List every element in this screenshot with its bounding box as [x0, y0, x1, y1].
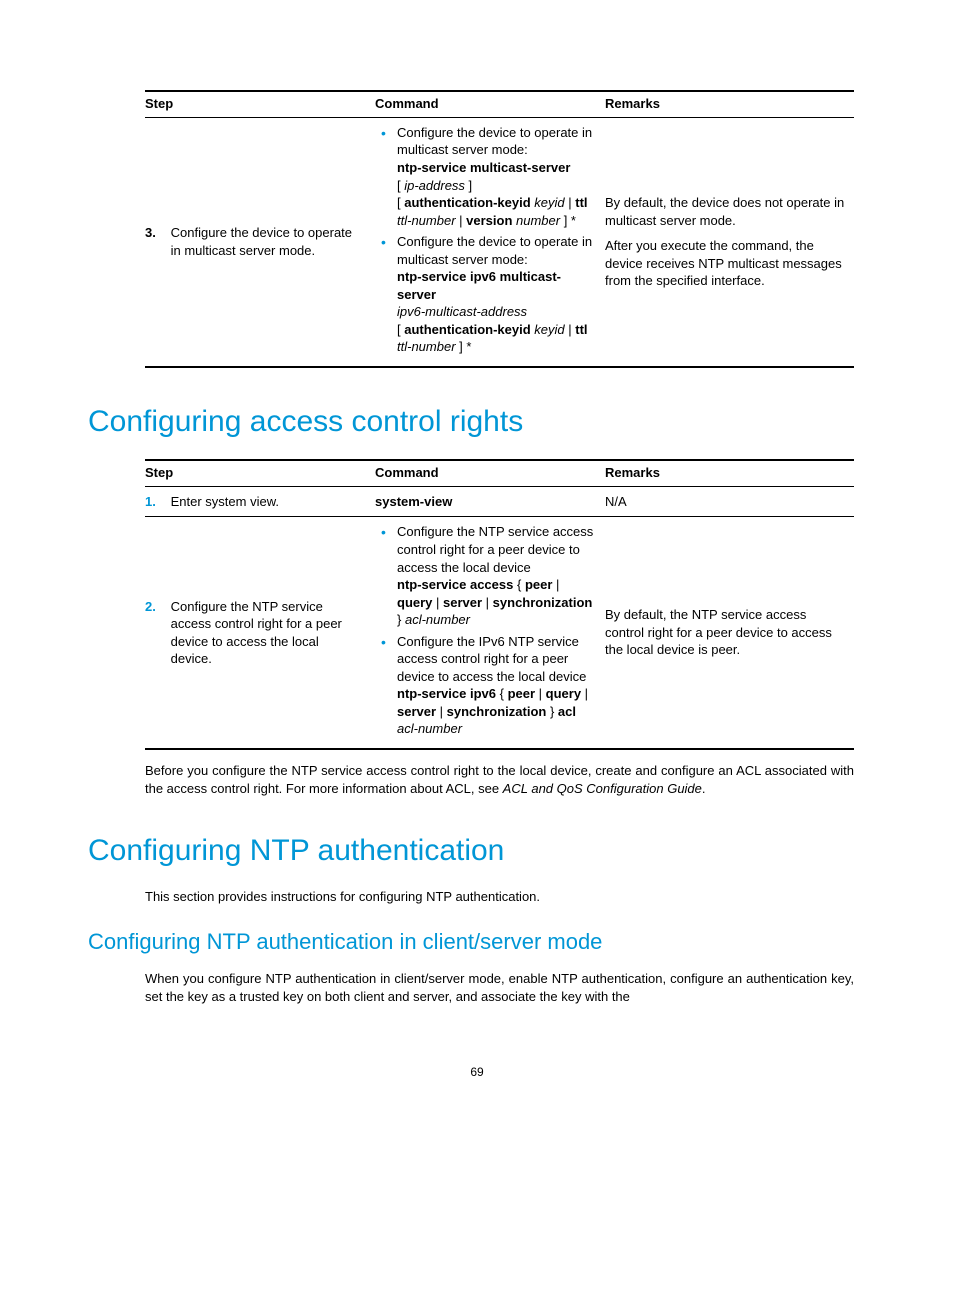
list-item: Configure the NTP service access control…: [375, 523, 597, 628]
heading-ntp-auth: Configuring NTP authentication: [88, 831, 854, 870]
step-text: Enter system view.: [171, 493, 363, 511]
heading-access-control: Configuring access control rights: [88, 402, 854, 441]
step-text: Configure the device to operate in multi…: [171, 224, 363, 259]
remarks-cell: N/A: [605, 486, 854, 517]
th-command: Command: [375, 460, 605, 486]
table-row: 3. Configure the device to operate in mu…: [145, 117, 854, 367]
th-remarks: Remarks: [605, 91, 854, 117]
step-number: 2.: [145, 598, 167, 616]
remarks-cell: By default, the device does not operate …: [605, 117, 854, 367]
list-item: Configure the device to operate in multi…: [375, 233, 597, 356]
body-paragraph: Before you configure the NTP service acc…: [145, 762, 854, 797]
th-command: Command: [375, 91, 605, 117]
table-row: 1. Enter system view. system-view N/A: [145, 486, 854, 517]
multicast-config-table: Step Command Remarks 3. Configure the de…: [145, 90, 854, 368]
th-step: Step: [145, 91, 375, 117]
body-paragraph: This section provides instructions for c…: [145, 888, 854, 906]
command-list: Configure the device to operate in multi…: [375, 124, 597, 356]
heading-ntp-auth-client-server: Configuring NTP authentication in client…: [88, 928, 854, 957]
remarks-cell: By default, the NTP service access contr…: [605, 517, 854, 749]
step-number: 3.: [145, 224, 167, 242]
body-paragraph: When you configure NTP authentication in…: [145, 970, 854, 1005]
command-list: Configure the NTP service access control…: [375, 523, 597, 738]
page-number: 69: [100, 1065, 854, 1081]
access-control-table: Step Command Remarks 1. Enter system vie…: [145, 459, 854, 750]
th-step: Step: [145, 460, 375, 486]
table-row: 2. Configure the NTP service access cont…: [145, 517, 854, 749]
list-item: Configure the IPv6 NTP service access co…: [375, 633, 597, 738]
command-text: system-view: [375, 494, 452, 509]
step-number: 1.: [145, 493, 167, 511]
list-item: Configure the device to operate in multi…: [375, 124, 597, 229]
step-text: Configure the NTP service access control…: [171, 598, 363, 668]
th-remarks: Remarks: [605, 460, 854, 486]
